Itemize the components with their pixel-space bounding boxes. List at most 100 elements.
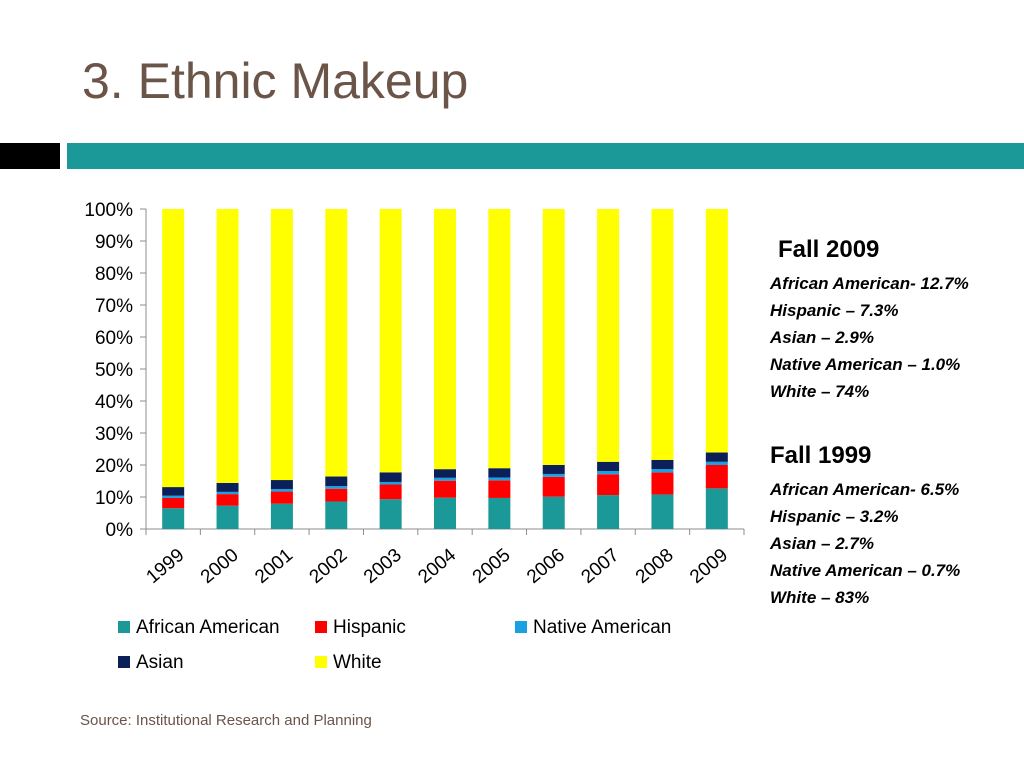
bar-segment-white xyxy=(651,209,674,460)
bar-segment-african-american xyxy=(488,497,511,529)
bar-segment-white xyxy=(270,209,293,481)
bar-segment-native-american xyxy=(597,471,620,475)
legend-swatch xyxy=(315,656,327,668)
bar-segment-white xyxy=(705,209,728,453)
x-tick-label: 2008 xyxy=(632,545,678,588)
bar-segment-african-american xyxy=(434,497,456,529)
bar-segment-native-american xyxy=(325,486,348,489)
bar-segment-asian xyxy=(216,482,239,492)
bar-segment-hispanic xyxy=(216,494,239,506)
x-tick-label: 2003 xyxy=(360,545,406,588)
x-tick-label: 2002 xyxy=(306,545,352,588)
slide-title: 3. Ethnic Makeup xyxy=(82,53,469,109)
notes-line: Asian – 2.7% xyxy=(770,534,874,553)
y-tick-label: 60% xyxy=(95,328,133,349)
y-tick-label: 90% xyxy=(95,232,133,253)
bar-segment-hispanic xyxy=(434,480,456,498)
bar-segment-african-american xyxy=(542,496,565,529)
bar-segment-asian xyxy=(325,476,348,487)
bar-segment-native-american xyxy=(488,477,511,481)
x-tick-label: 2009 xyxy=(686,545,732,588)
accent-bar-black xyxy=(0,143,60,169)
y-tick-label: 100% xyxy=(84,200,133,221)
bar-segment-asian xyxy=(488,468,511,478)
bar-segment-hispanic xyxy=(597,474,620,496)
x-tick-label: 2007 xyxy=(577,545,623,588)
legend-swatch xyxy=(118,621,130,633)
bar-segment-native-american xyxy=(162,495,185,498)
bar-segment-african-american xyxy=(216,505,239,529)
bar-segment-native-american xyxy=(270,489,293,492)
legend-label: African American xyxy=(136,617,280,638)
y-tick-label: 70% xyxy=(95,296,133,317)
bar-segment-hispanic xyxy=(379,484,402,500)
bar-segment-african-american xyxy=(651,494,674,529)
y-tick-label: 20% xyxy=(95,456,133,477)
bar-segment-african-american xyxy=(270,503,293,529)
bar-segment-white xyxy=(216,209,239,483)
bar-segment-asian xyxy=(270,480,293,489)
bar-segment-african-american xyxy=(162,508,185,529)
notes-line: African American- 12.7% xyxy=(770,274,969,293)
bar-segment-hispanic xyxy=(488,480,511,498)
bar-segment-african-american xyxy=(325,501,348,529)
bar-segment-hispanic xyxy=(162,497,185,509)
bar-segment-white xyxy=(162,209,185,488)
bar-segment-hispanic xyxy=(651,472,674,495)
notes-line: White – 74% xyxy=(770,382,870,401)
bar-segment-asian xyxy=(597,461,620,472)
x-tick-label: 2001 xyxy=(251,545,297,588)
legend-label: Native American xyxy=(533,617,671,638)
bar-segment-native-american xyxy=(542,473,565,477)
x-tick-label: 1999 xyxy=(143,545,189,588)
bar-segment-asian xyxy=(651,459,674,470)
bar-segment-white xyxy=(488,209,511,469)
bar-segment-hispanic xyxy=(542,476,565,497)
bar-segment-white xyxy=(597,209,620,462)
legend-label: Asian xyxy=(136,652,184,673)
x-tick-label: 2006 xyxy=(523,545,569,588)
bar-segment-native-american xyxy=(651,469,674,473)
bar-segment-african-american xyxy=(705,488,728,529)
bar-segment-white xyxy=(542,209,565,465)
notes-line: White – 83% xyxy=(770,588,870,607)
bar-segment-asian xyxy=(705,452,728,462)
bar-segment-white xyxy=(379,209,402,473)
legend-swatch xyxy=(315,621,327,633)
y-tick-label: 40% xyxy=(95,392,133,413)
bar-segment-white xyxy=(434,209,456,470)
bar-segment-native-american xyxy=(434,477,456,481)
notes-heading: Fall 1999 xyxy=(770,442,872,469)
legend-label: White xyxy=(333,652,382,673)
bar-segment-asian xyxy=(379,472,402,482)
notes-line: Native American – 1.0% xyxy=(770,355,961,374)
notes-line: Hispanic – 3.2% xyxy=(770,507,899,526)
source-note: Source: Institutional Research and Plann… xyxy=(80,712,372,729)
notes-line: Native American – 0.7% xyxy=(770,561,961,580)
y-tick-label: 0% xyxy=(106,520,134,541)
legend-label: Hispanic xyxy=(333,617,406,638)
bar-segment-hispanic xyxy=(270,491,293,504)
x-tick-label: 2005 xyxy=(469,545,515,588)
notes-line: African American- 6.5% xyxy=(770,480,960,499)
bar-segment-asian xyxy=(542,465,565,474)
notes-fall-2009: Fall 2009 African American- 12.7% Hispan… xyxy=(770,236,969,405)
notes-line: Asian – 2.9% xyxy=(770,328,874,347)
legend-swatch xyxy=(118,656,130,668)
legend-swatch xyxy=(515,621,527,633)
bar-segment-native-american xyxy=(705,461,728,465)
y-tick-label: 10% xyxy=(95,488,133,509)
bar-segment-native-american xyxy=(379,481,402,485)
bar-segment-hispanic xyxy=(325,488,348,502)
y-tick-label: 50% xyxy=(95,360,133,381)
notes-fall-1999: Fall 1999 African American- 6.5% Hispani… xyxy=(770,442,960,611)
bar-segment-hispanic xyxy=(705,465,728,489)
bar-segment-asian xyxy=(434,469,456,478)
bar-segment-african-american xyxy=(597,495,620,529)
bar-segment-african-american xyxy=(379,499,402,529)
x-tick-label: 2000 xyxy=(197,545,243,588)
bar-segment-native-american xyxy=(216,491,239,495)
notes-heading: Fall 2009 xyxy=(778,236,880,263)
x-tick-label: 2004 xyxy=(414,544,460,588)
y-tick-label: 30% xyxy=(95,424,133,445)
